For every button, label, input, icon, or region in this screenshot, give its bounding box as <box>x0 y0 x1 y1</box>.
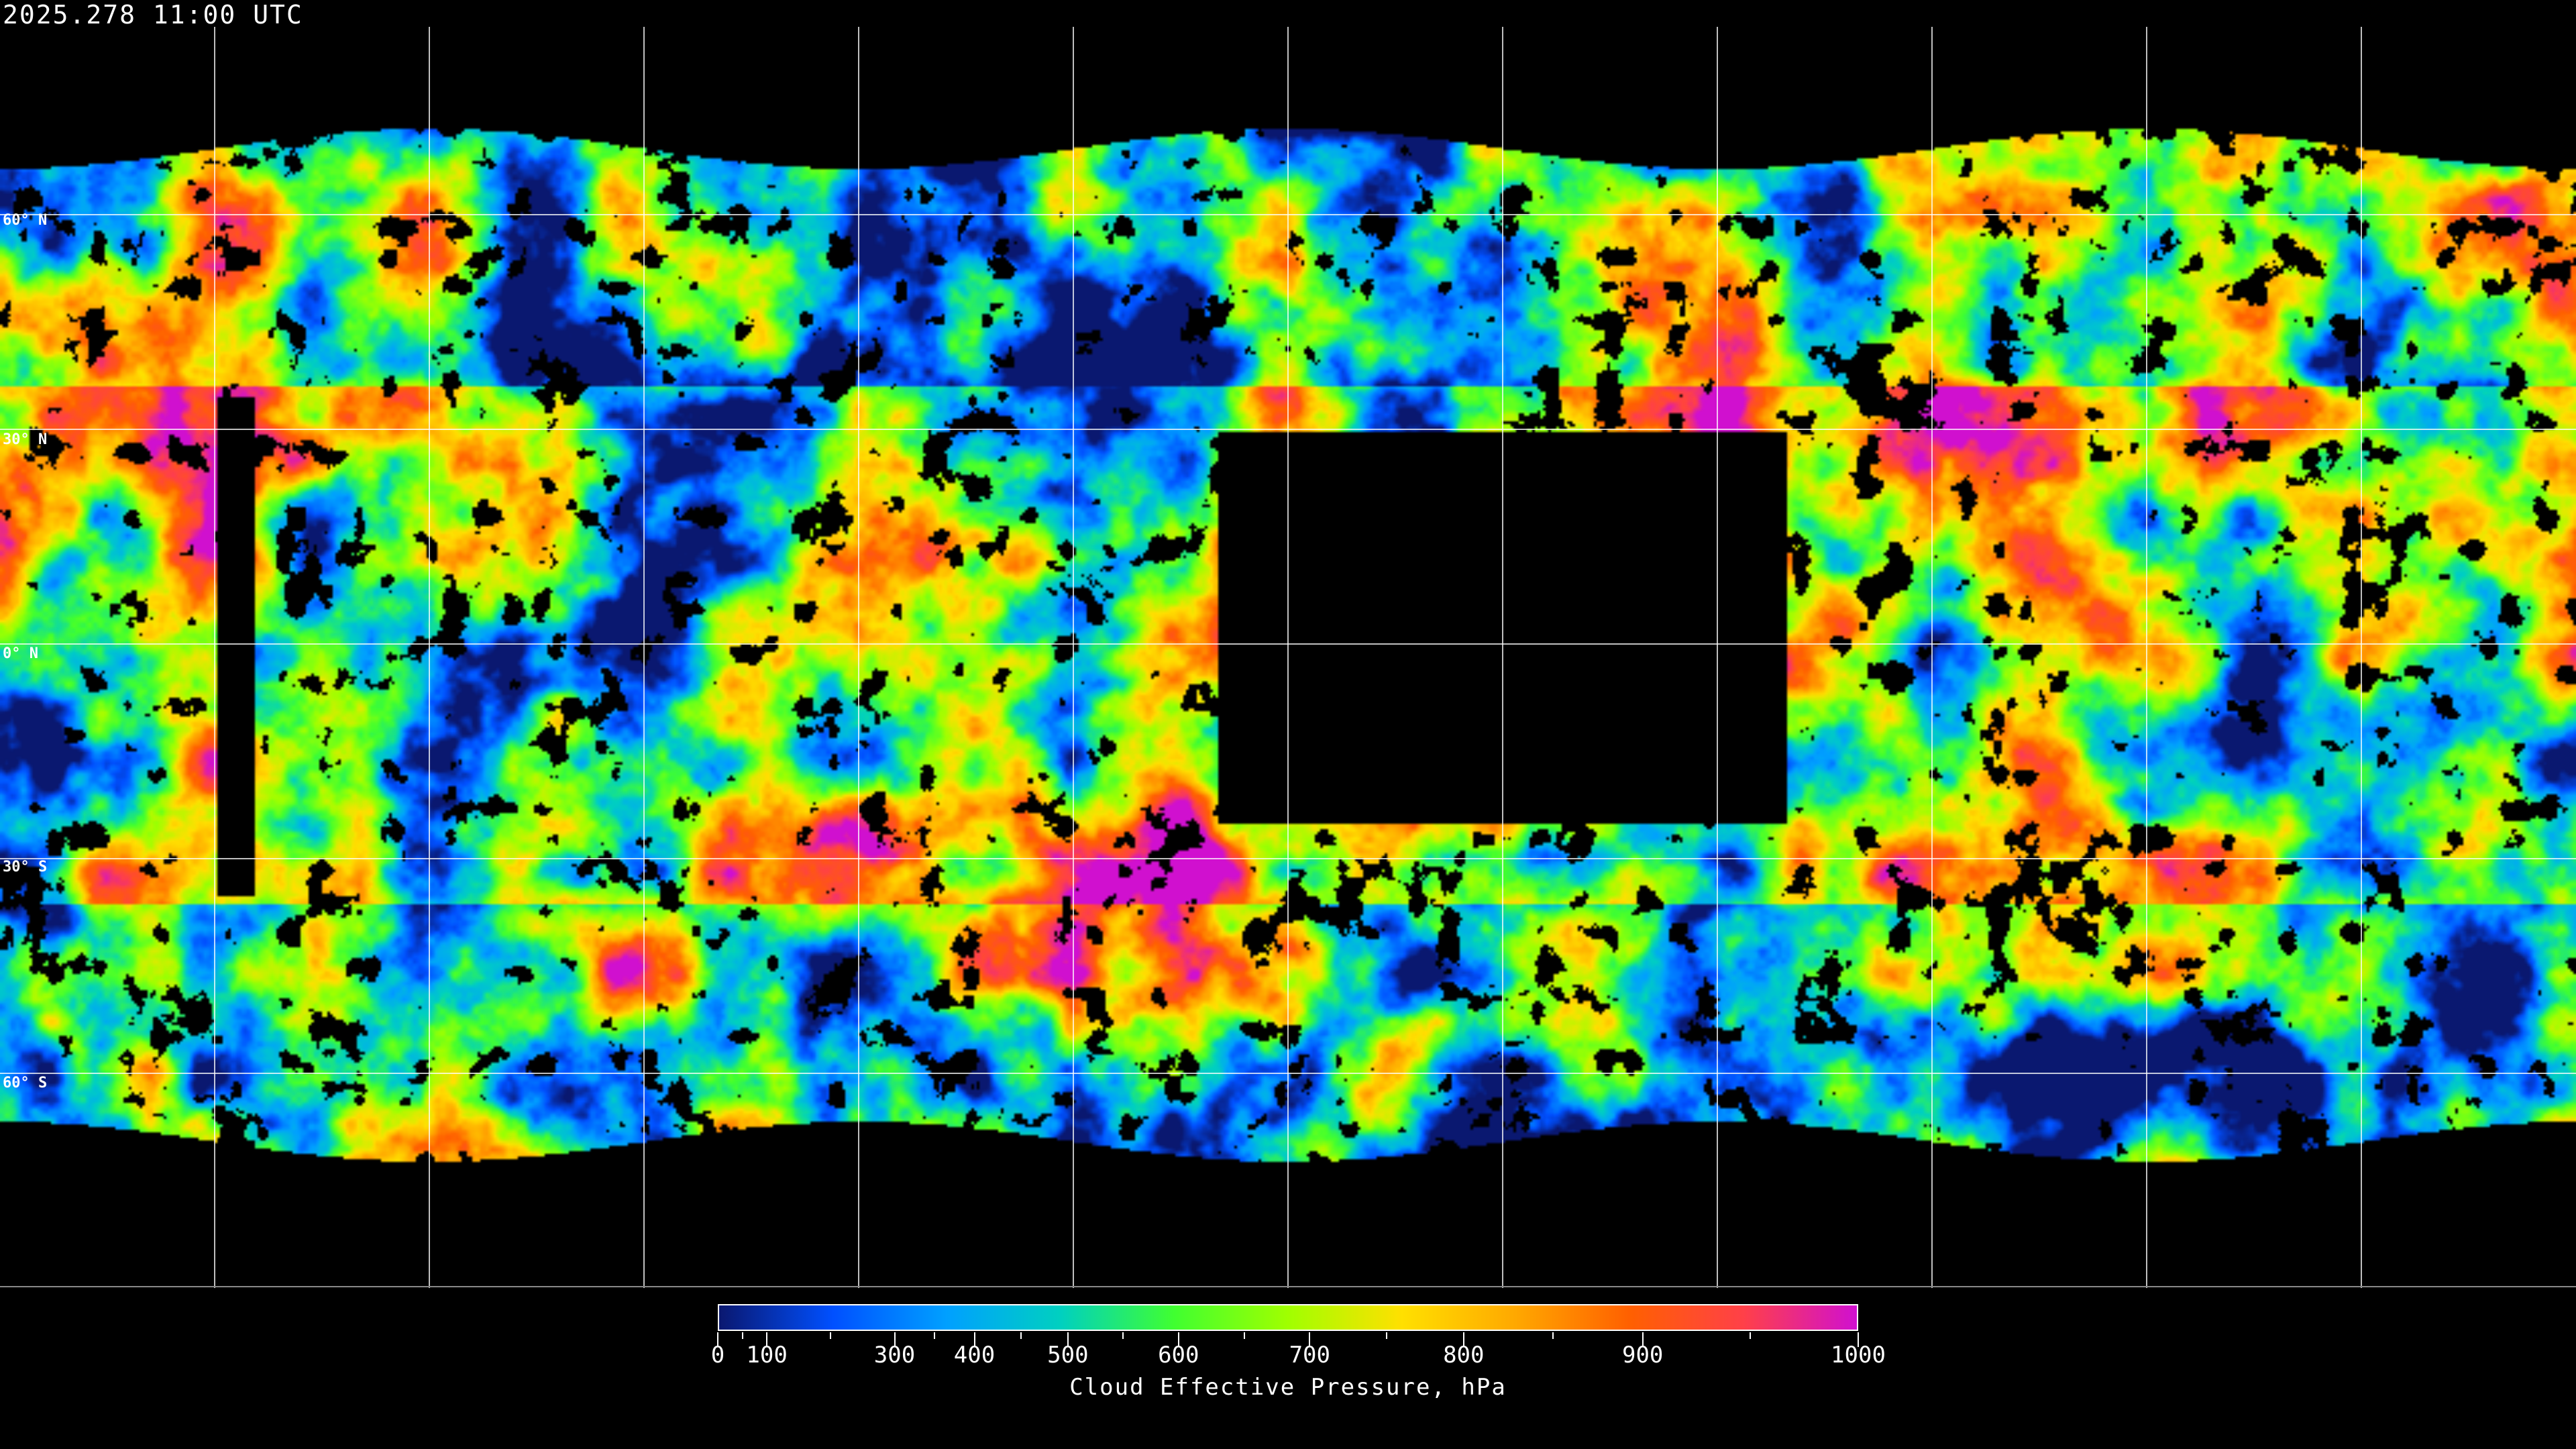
lat-label-0n: 0° N <box>3 645 38 662</box>
colorbar-minor-tick <box>741 1332 743 1339</box>
lat-label-60n: 60° N <box>3 212 48 229</box>
colorbar-major-tick <box>1309 1332 1311 1347</box>
colorbar-minor-tick <box>934 1332 935 1339</box>
colorbar-major-tick <box>1642 1332 1644 1347</box>
colorbar-major-tick <box>717 1332 718 1347</box>
colorbar-minor-tick <box>1750 1332 1752 1339</box>
colorbar-tick-label: 0 <box>710 1342 725 1368</box>
colorbar-minor-tick <box>1386 1332 1388 1339</box>
colorbar-major-tick <box>1067 1332 1069 1347</box>
timestamp-title: 2025.278 11:00 UTC <box>3 0 303 30</box>
colorbar-minor-tick <box>1020 1332 1022 1339</box>
colorbar <box>718 1304 1858 1331</box>
colorbar-major-tick <box>1177 1332 1179 1347</box>
colorbar-minor-tick <box>1552 1332 1554 1339</box>
colorbar-minor-tick <box>1122 1332 1124 1339</box>
colorbar-major-tick <box>894 1332 896 1347</box>
lat-label-60s: 60° S <box>3 1075 48 1091</box>
lat-lon-grid <box>0 27 2576 1288</box>
colorbar-major-tick <box>1462 1332 1464 1347</box>
colorbar-label: Cloud Effective Pressure, hPa <box>1069 1374 1507 1401</box>
colorbar-minor-tick <box>1243 1332 1245 1339</box>
colorbar-major-tick <box>973 1332 975 1347</box>
lat-label-30s: 30° S <box>3 859 48 875</box>
colorbar-major-tick <box>766 1332 768 1347</box>
lat-label-30n: 30° N <box>3 431 48 448</box>
colorbar-minor-tick <box>830 1332 832 1339</box>
colorbar-major-tick <box>1858 1332 1859 1347</box>
